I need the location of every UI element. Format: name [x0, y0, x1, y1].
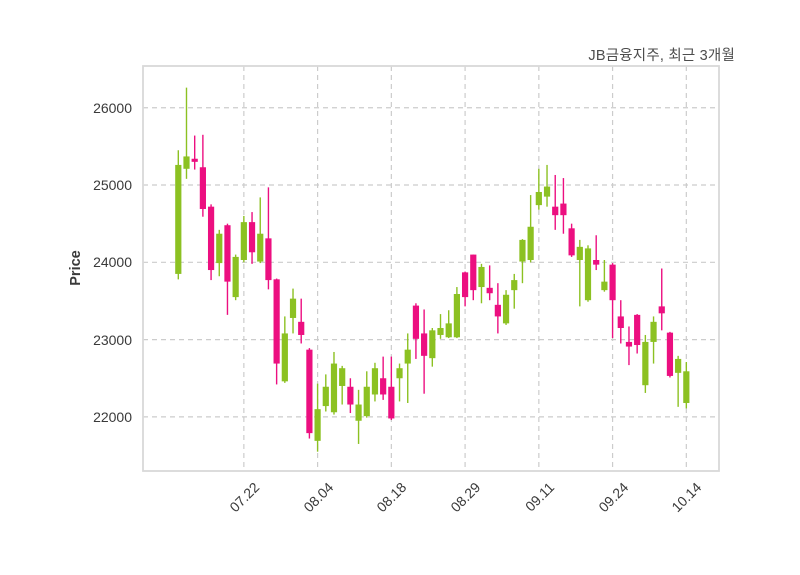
candle-body-up: [396, 368, 403, 379]
candle-body-up: [445, 323, 452, 338]
candle-body-down: [347, 386, 354, 405]
candle-body-down: [486, 287, 493, 294]
candle-body-down: [265, 238, 272, 281]
candle-body-up: [650, 321, 657, 342]
candle-body-down: [593, 259, 600, 265]
candle-body-down: [609, 264, 616, 301]
candle-body-down: [207, 206, 215, 271]
candle-body-down: [298, 321, 305, 335]
candle-body-up: [371, 368, 379, 395]
candle-body-up: [404, 349, 411, 364]
candle-body-up: [683, 371, 690, 403]
candle-body-down: [658, 306, 665, 314]
candle-body-down: [306, 349, 313, 434]
y-tick-label: 22000: [93, 408, 132, 425]
candle-body-down: [199, 167, 206, 209]
candle-body-up: [355, 404, 362, 421]
candle-body-down: [552, 206, 559, 216]
candle-body-up: [330, 363, 338, 413]
candle-body-down: [617, 316, 624, 329]
plot-border: [142, 65, 720, 472]
candle-body-up: [314, 409, 321, 441]
candle-body-up: [281, 333, 288, 382]
candle-body-up: [642, 341, 649, 386]
candle-body-down: [494, 304, 501, 317]
candle-body-down: [625, 341, 633, 347]
candle-body-up: [511, 280, 518, 291]
candle-body-up: [535, 191, 542, 206]
y-tick-label: 25000: [93, 177, 132, 194]
y-tick-label: 23000: [93, 331, 132, 348]
candle-body-up: [502, 294, 510, 324]
candle-body-down: [666, 332, 674, 376]
candle-body-up: [453, 294, 460, 338]
candle-body-up: [527, 226, 534, 260]
candle-body-up: [240, 222, 247, 260]
y-tick-label: 26000: [93, 99, 132, 116]
candle-body-up: [519, 239, 526, 262]
candle-body-down: [634, 314, 641, 346]
candle-body-up: [576, 246, 583, 260]
candle-body-up: [322, 386, 329, 407]
candle-body-down: [224, 225, 231, 282]
y-tick-label: 24000: [93, 254, 132, 271]
candle-body-down: [560, 203, 567, 216]
candle-body-up: [437, 328, 444, 335]
candle-body-down: [412, 305, 420, 339]
candle-body-up: [183, 156, 190, 169]
candle-body-down: [470, 254, 477, 291]
candle-body-up: [175, 164, 182, 274]
candle-body-down: [568, 228, 575, 256]
chart-title: JB금융지주, 최근 3개월: [588, 48, 735, 64]
candle-body-up: [289, 298, 297, 318]
candle-body-up: [675, 358, 682, 373]
candle-body-down: [421, 333, 428, 356]
candle-body-down: [380, 378, 387, 395]
candle-body-up: [363, 386, 370, 417]
candle-body-down: [388, 386, 395, 419]
candle-body-down: [461, 272, 469, 298]
candle-body-up: [339, 368, 346, 386]
candle-body-up: [601, 281, 608, 291]
candle-body-up: [543, 186, 551, 197]
candle-body-up: [216, 233, 223, 264]
candle-body-up: [232, 256, 239, 298]
candle-body-down: [191, 158, 198, 162]
candle-body-up: [478, 266, 485, 288]
candle-body-up: [257, 233, 264, 262]
candle-body-down: [273, 279, 280, 364]
candle-body-up: [584, 248, 592, 301]
candle-body-down: [248, 222, 256, 253]
candle-body-up: [429, 330, 436, 359]
